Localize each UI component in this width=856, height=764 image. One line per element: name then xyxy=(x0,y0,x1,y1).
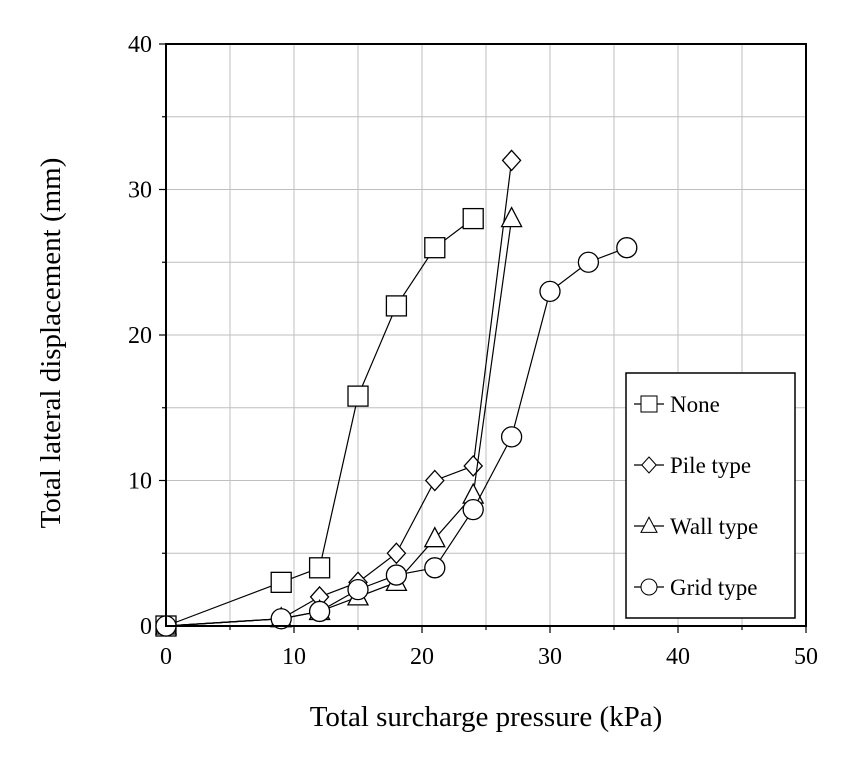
y-tick-label: 0 xyxy=(140,614,152,640)
x-tick-label: 20 xyxy=(410,644,434,670)
data-point xyxy=(500,206,523,228)
y-tick-label: 40 xyxy=(128,32,152,58)
series-line xyxy=(165,218,513,627)
y-tick-label: 10 xyxy=(128,469,152,495)
data-point xyxy=(577,251,600,273)
plot-area-frame xyxy=(165,43,807,627)
data-point xyxy=(539,280,561,303)
series-wall-type xyxy=(154,206,523,635)
tick-labels: 0 10 20 30 40 50 0 10 20 30 40 xyxy=(128,32,818,670)
x-tick-label: 0 xyxy=(160,644,172,670)
legend-label: None xyxy=(670,392,720,417)
legend-marker xyxy=(640,578,658,596)
data-point xyxy=(424,469,445,492)
data-point xyxy=(385,295,408,317)
data-point xyxy=(386,542,407,565)
data-series xyxy=(154,149,638,637)
gridlines xyxy=(166,44,806,626)
y-tick-label: 30 xyxy=(128,178,152,204)
data-point xyxy=(424,237,446,259)
series-grid-type xyxy=(155,237,638,637)
legend-label: Wall type xyxy=(670,514,758,539)
legend-item: None xyxy=(634,392,720,417)
x-tick-label: 50 xyxy=(794,644,818,670)
x-tick-label: 10 xyxy=(282,644,306,670)
data-point xyxy=(501,149,522,172)
legend-marker xyxy=(640,395,658,413)
legend-marker xyxy=(641,456,657,474)
data-point xyxy=(270,571,292,593)
data-point xyxy=(462,498,484,521)
legend-label: Grid type xyxy=(670,575,758,600)
data-point xyxy=(347,385,369,407)
legend: None Pile type Wall type Grid type xyxy=(625,372,796,619)
data-point xyxy=(463,454,484,477)
x-tick-label: 30 xyxy=(538,644,562,670)
legend-box xyxy=(625,372,796,619)
legend-item: Pile type xyxy=(634,453,751,478)
x-tick-label: 40 xyxy=(666,644,690,670)
legend-item: Grid type xyxy=(634,575,758,600)
data-point xyxy=(462,207,484,230)
data-point xyxy=(385,564,408,586)
legend-marker xyxy=(640,516,658,533)
legend-label: Pile type xyxy=(670,453,751,478)
series-line xyxy=(165,160,513,627)
data-point xyxy=(270,608,292,630)
data-point xyxy=(500,426,523,448)
x-axis-title: Total surcharge pressure (kPa) xyxy=(310,701,663,733)
data-point xyxy=(424,557,446,579)
data-point xyxy=(347,578,369,601)
y-axis-title: Total lateral displacement (mm) xyxy=(35,158,67,529)
data-point xyxy=(616,237,638,259)
legend-item: Wall type xyxy=(634,514,758,539)
y-tick-label: 20 xyxy=(128,323,152,349)
data-point xyxy=(308,557,331,579)
data-point xyxy=(423,526,446,548)
data-point xyxy=(308,600,331,623)
